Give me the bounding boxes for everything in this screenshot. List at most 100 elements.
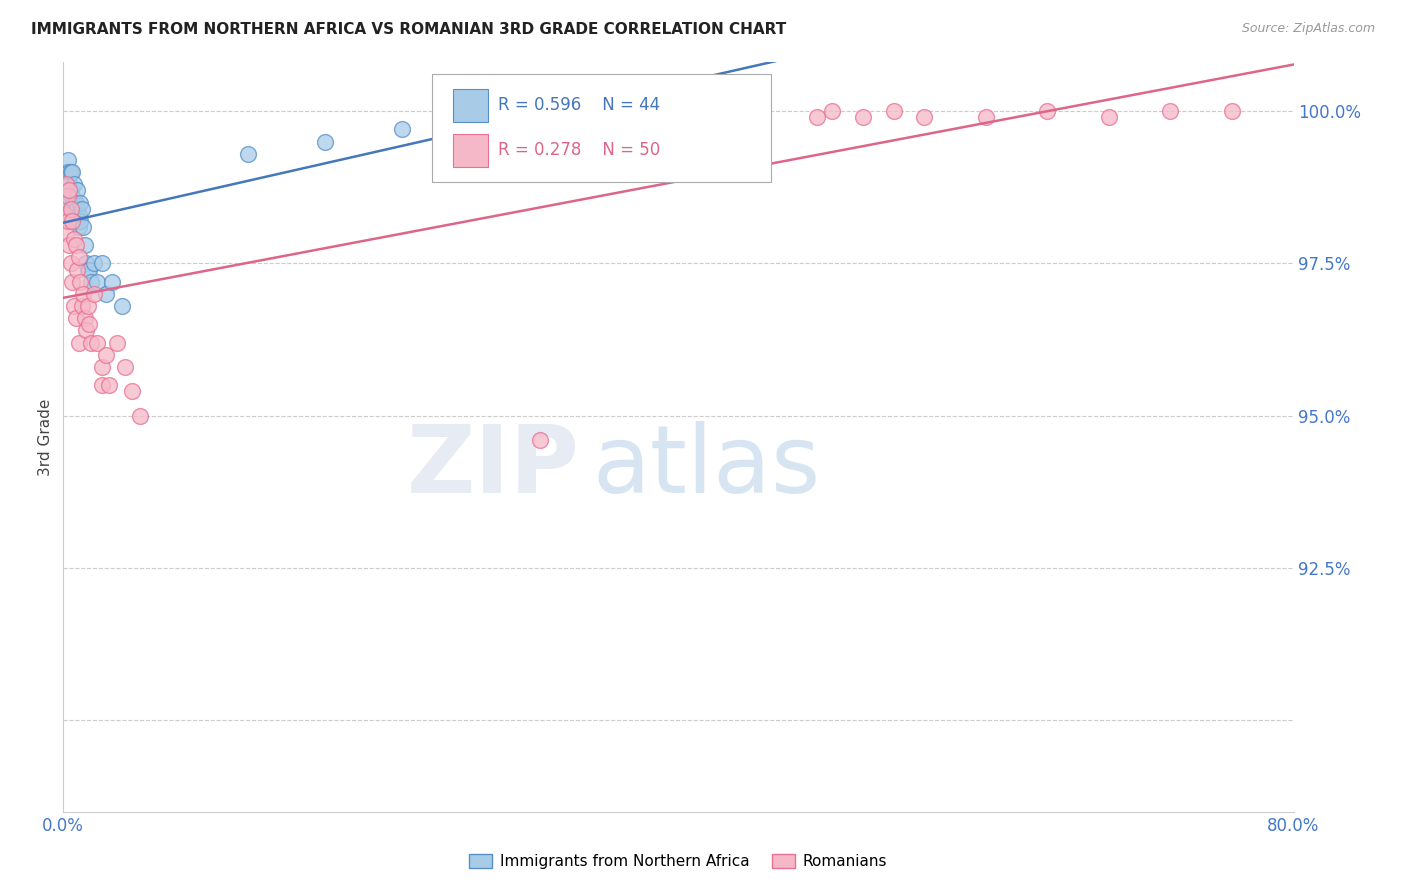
Text: IMMIGRANTS FROM NORTHERN AFRICA VS ROMANIAN 3RD GRADE CORRELATION CHART: IMMIGRANTS FROM NORTHERN AFRICA VS ROMAN… bbox=[31, 22, 786, 37]
Point bbox=[65, 238, 87, 252]
Point bbox=[70, 202, 93, 216]
Point bbox=[98, 378, 121, 392]
Point bbox=[806, 110, 828, 124]
Text: ZIP: ZIP bbox=[408, 421, 579, 513]
Point bbox=[96, 287, 118, 301]
Point bbox=[101, 275, 124, 289]
Point bbox=[62, 165, 84, 179]
Point bbox=[66, 202, 89, 216]
Point bbox=[69, 275, 91, 289]
Point bbox=[62, 214, 84, 228]
Point bbox=[75, 256, 97, 270]
Point bbox=[56, 189, 79, 203]
Point bbox=[90, 378, 112, 392]
Point bbox=[72, 219, 94, 234]
Point bbox=[744, 110, 766, 124]
Point bbox=[76, 262, 98, 277]
Point bbox=[79, 318, 101, 332]
Point bbox=[66, 262, 89, 277]
Point bbox=[59, 202, 82, 216]
Point bbox=[58, 165, 80, 179]
Legend: Immigrants from Northern Africa, Romanians: Immigrants from Northern Africa, Romania… bbox=[463, 848, 894, 875]
Point bbox=[55, 195, 77, 210]
Text: R = 0.596    N = 44: R = 0.596 N = 44 bbox=[498, 96, 659, 114]
Point bbox=[96, 348, 118, 362]
Point bbox=[66, 183, 89, 197]
Point bbox=[79, 262, 101, 277]
Point bbox=[67, 251, 90, 265]
Point bbox=[86, 335, 108, 350]
Point bbox=[63, 232, 86, 246]
Text: Source: ZipAtlas.com: Source: ZipAtlas.com bbox=[1241, 22, 1375, 36]
Point bbox=[69, 195, 91, 210]
Point bbox=[75, 323, 97, 337]
Point bbox=[90, 359, 112, 374]
Point bbox=[1220, 104, 1243, 119]
Point bbox=[80, 335, 103, 350]
Bar bbox=[453, 88, 488, 122]
Point bbox=[63, 214, 86, 228]
Point bbox=[314, 135, 336, 149]
Point bbox=[59, 165, 82, 179]
Point bbox=[1036, 104, 1059, 119]
Bar bbox=[453, 134, 488, 168]
Point bbox=[65, 311, 87, 326]
Point bbox=[56, 153, 79, 167]
Point bbox=[852, 110, 875, 124]
Point bbox=[62, 275, 84, 289]
Point bbox=[391, 122, 413, 136]
Point bbox=[121, 384, 143, 399]
Point bbox=[236, 146, 259, 161]
Point bbox=[63, 195, 86, 210]
Point bbox=[73, 238, 96, 252]
Point bbox=[59, 208, 82, 222]
Point bbox=[529, 433, 551, 447]
Point bbox=[67, 219, 90, 234]
FancyBboxPatch shape bbox=[433, 74, 770, 182]
Y-axis label: 3rd Grade: 3rd Grade bbox=[38, 399, 53, 475]
Point bbox=[80, 275, 103, 289]
Point bbox=[451, 116, 474, 130]
Point bbox=[63, 178, 86, 192]
Point bbox=[56, 178, 79, 192]
Point bbox=[76, 299, 98, 313]
Point bbox=[637, 116, 659, 130]
Point bbox=[111, 299, 134, 313]
Point bbox=[513, 110, 536, 124]
Point bbox=[90, 256, 112, 270]
Point bbox=[58, 195, 80, 210]
Point bbox=[65, 195, 87, 210]
Point bbox=[55, 178, 77, 192]
Point bbox=[65, 214, 87, 228]
Text: R = 0.278    N = 50: R = 0.278 N = 50 bbox=[498, 141, 659, 159]
Point bbox=[83, 287, 105, 301]
Point bbox=[1159, 104, 1181, 119]
Point bbox=[58, 178, 80, 192]
Point bbox=[53, 208, 76, 222]
Point bbox=[83, 256, 105, 270]
Point bbox=[883, 104, 905, 119]
Point bbox=[69, 214, 91, 228]
Point bbox=[55, 226, 77, 240]
Point bbox=[67, 208, 90, 222]
Point bbox=[59, 256, 82, 270]
Point bbox=[62, 189, 84, 203]
Point bbox=[58, 183, 80, 197]
Point bbox=[129, 409, 152, 423]
Point bbox=[974, 110, 997, 124]
Point bbox=[544, 104, 567, 119]
Point bbox=[55, 165, 77, 179]
Point bbox=[1098, 110, 1121, 124]
Point bbox=[72, 287, 94, 301]
Point bbox=[56, 214, 79, 228]
Point bbox=[86, 275, 108, 289]
Text: atlas: atlas bbox=[592, 421, 821, 513]
Point bbox=[58, 238, 80, 252]
Point bbox=[914, 110, 936, 124]
Point bbox=[67, 335, 90, 350]
Point bbox=[114, 359, 136, 374]
Point bbox=[59, 183, 82, 197]
Point bbox=[105, 335, 128, 350]
Point bbox=[56, 195, 79, 210]
Point bbox=[53, 208, 76, 222]
